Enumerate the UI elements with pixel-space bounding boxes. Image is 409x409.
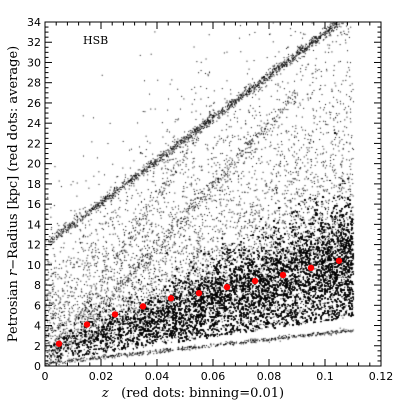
y-axis-title: Petrosian r−Radius [kpc] (red dots: aver… (6, 46, 21, 342)
y-tick-label: 24 (27, 117, 41, 130)
x-tick-label: 0.08 (257, 370, 282, 383)
average-point (83, 321, 91, 328)
x-axis-title-variable: z (101, 386, 109, 401)
average-point (111, 311, 119, 318)
y-tick-label: 0 (34, 360, 41, 373)
y-tick-label: 8 (34, 279, 41, 292)
y-tick-label: 34 (27, 16, 41, 29)
y-axis-title-prefix: Petrosian (6, 276, 21, 342)
y-tick-label: 4 (34, 320, 41, 333)
axis-ticks (44, 21, 382, 367)
y-tick-label: 6 (34, 299, 41, 312)
x-tick-label: 0.04 (145, 370, 170, 383)
y-tick-label: 28 (27, 77, 41, 90)
y-tick-label: 20 (27, 158, 41, 171)
y-tick-label: 18 (27, 178, 41, 191)
x-tick-label: 0.12 (369, 370, 394, 383)
scatter-cloud (45, 22, 381, 366)
y-tick-label: 12 (27, 239, 41, 252)
y-tick-label: 32 (27, 36, 41, 49)
x-tick-label: 0.02 (89, 370, 114, 383)
scatter-points (45, 22, 381, 366)
average-point (223, 283, 231, 291)
average-point (139, 303, 147, 310)
x-tick-label: 0.06 (201, 370, 226, 383)
x-axis-title: z (red dots: binning=0.01) (101, 386, 284, 401)
average-point (195, 289, 203, 297)
y-tick-label: 2 (34, 340, 41, 353)
average-point (307, 264, 315, 272)
x-axis-title-note: (red dots: binning=0.01) (109, 386, 284, 401)
x-tick-label: 0.1 (316, 370, 334, 383)
y-tick-label: 30 (27, 56, 41, 69)
y-tick-label: 10 (27, 259, 41, 272)
average-point (55, 340, 63, 347)
y-tick-label: 14 (27, 218, 41, 231)
annotation-label: HSB (83, 34, 108, 47)
average-point (167, 295, 175, 302)
x-tick-label: 0 (42, 370, 49, 383)
y-axis-title-variable: r (6, 269, 21, 276)
tick-labels: 0 0.02 0.04 0.06 0.08 0.1 0.120246810121416182… (27, 16, 393, 383)
average-points (55, 257, 343, 347)
average-point (335, 257, 343, 264)
average-point (279, 271, 287, 279)
y-axis-title-rest: −Radius [kpc] (red dots: average) (6, 46, 21, 270)
y-tick-label: 26 (27, 97, 41, 110)
average-point (251, 277, 259, 285)
y-tick-label: 22 (27, 137, 41, 150)
y-tick-label: 16 (27, 198, 41, 211)
